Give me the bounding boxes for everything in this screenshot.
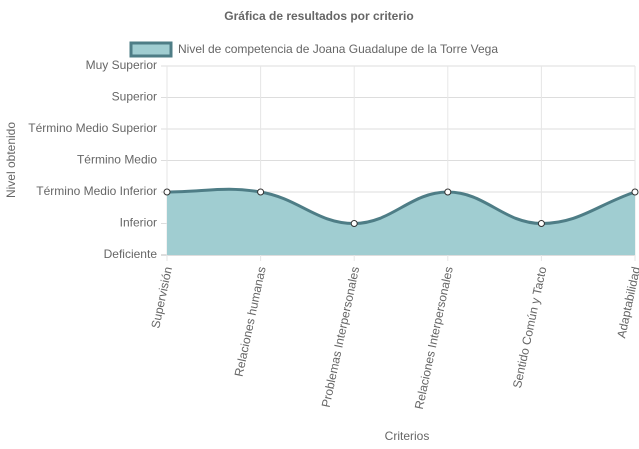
point [537, 220, 545, 227]
legend-swatch [129, 41, 173, 58]
y-tick-label: Superior [112, 90, 157, 104]
y-tick-label: Término Medio Superior [28, 121, 157, 135]
chart-title: Gráfica de resultados por criterio [224, 9, 413, 23]
x-tick-label: Supervisión [148, 265, 175, 329]
x-tick-label: Sentido Común y Tacto [510, 265, 550, 389]
area [167, 189, 635, 255]
x-tick-label: Adaptabilidad [614, 265, 639, 339]
y-tick-label: Término Medio [77, 153, 157, 167]
line [166, 187, 636, 226]
x-tick-label: Relaciones Interpersonales [412, 265, 456, 410]
point [163, 188, 171, 196]
y-tick-label: Término Medio Inferior [36, 184, 157, 198]
y-tick-label: Inferior [120, 216, 157, 230]
legend-label: Nivel de competencia de Joana Guadalupe … [178, 42, 498, 56]
y-tick-label: Muy Superior [86, 58, 157, 72]
point [631, 188, 639, 196]
x-tick-label: Problemas Interpersonales [319, 265, 363, 408]
point [444, 188, 452, 196]
y-axis-label: Nivel obtenido [4, 122, 18, 198]
point [350, 220, 358, 227]
x-tick-label: Relaciones humanas [232, 265, 269, 378]
point [257, 188, 265, 196]
x-axis-label: Criterios [385, 429, 430, 443]
y-tick-label: Deficiente [104, 247, 158, 261]
